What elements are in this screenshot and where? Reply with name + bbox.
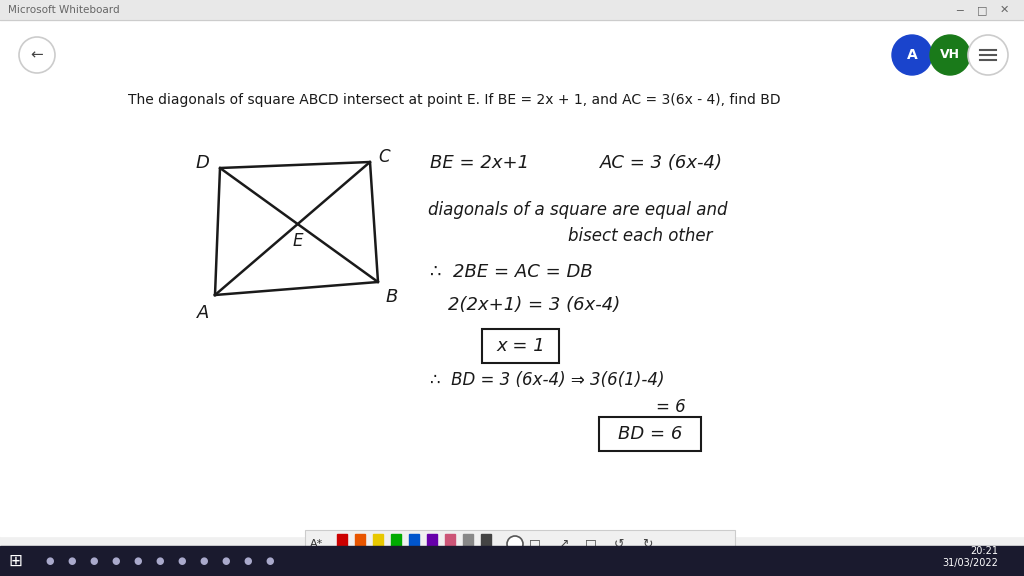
Circle shape — [892, 35, 932, 75]
Circle shape — [930, 35, 970, 75]
Bar — [391, 534, 401, 554]
Text: AC = 3 (6x-4): AC = 3 (6x-4) — [600, 154, 723, 172]
Text: ●: ● — [266, 556, 274, 566]
Text: ●: ● — [200, 556, 208, 566]
Text: ←: ← — [31, 47, 43, 63]
Bar — [409, 534, 419, 554]
Text: ●: ● — [178, 556, 186, 566]
Circle shape — [507, 536, 523, 552]
Text: diagonals of a square are equal and: diagonals of a square are equal and — [428, 201, 727, 219]
Text: ●: ● — [68, 556, 76, 566]
Text: ↺: ↺ — [613, 537, 625, 551]
Text: ●: ● — [112, 556, 120, 566]
Text: BD = 6: BD = 6 — [617, 425, 682, 443]
Text: C: C — [378, 148, 390, 166]
Text: ↻: ↻ — [642, 537, 652, 551]
Text: □: □ — [529, 537, 541, 551]
Bar — [337, 534, 347, 554]
Text: 2(2x+1) = 3 (6x-4): 2(2x+1) = 3 (6x-4) — [449, 296, 621, 314]
Text: A: A — [197, 304, 209, 322]
Circle shape — [19, 37, 55, 73]
Bar — [427, 534, 437, 554]
Text: □: □ — [977, 5, 987, 15]
Text: Microsoft Whiteboard: Microsoft Whiteboard — [8, 5, 120, 15]
Text: ✕: ✕ — [999, 5, 1009, 15]
Circle shape — [968, 35, 1008, 75]
Text: ─: ─ — [956, 5, 964, 15]
Text: The diagonals of square ABCD intersect at point E. If BE = 2x + 1, and AC = 3(6x: The diagonals of square ABCD intersect a… — [128, 93, 780, 107]
Text: BE = 2x+1: BE = 2x+1 — [430, 154, 529, 172]
Text: VH: VH — [940, 48, 961, 62]
Bar — [481, 534, 490, 554]
FancyBboxPatch shape — [482, 329, 559, 363]
Text: ●: ● — [46, 556, 54, 566]
Bar — [463, 534, 473, 554]
Text: 20:21
31/03/2022: 20:21 31/03/2022 — [942, 546, 998, 568]
Text: bisect each other: bisect each other — [568, 227, 713, 245]
Bar — [305, 530, 735, 558]
Text: ⊞: ⊞ — [8, 552, 22, 570]
Bar — [355, 534, 365, 554]
Bar — [0, 20, 1024, 536]
Text: ●: ● — [134, 556, 142, 566]
Text: ●: ● — [222, 556, 230, 566]
FancyBboxPatch shape — [599, 417, 701, 451]
Bar — [0, 0, 1024, 20]
Bar — [0, 546, 1024, 576]
Text: □: □ — [585, 537, 597, 551]
Text: ●: ● — [90, 556, 98, 566]
Text: ●: ● — [244, 556, 252, 566]
Text: A*: A* — [310, 539, 324, 549]
Text: = 6: = 6 — [656, 398, 686, 416]
Text: D: D — [195, 154, 209, 172]
Text: x = 1: x = 1 — [496, 337, 545, 355]
Text: ↗: ↗ — [558, 537, 568, 551]
Text: ∴  BD = 3 (6x-4) ⇒ 3(6(1)-4): ∴ BD = 3 (6x-4) ⇒ 3(6(1)-4) — [430, 371, 665, 389]
Bar — [445, 534, 455, 554]
Text: A: A — [906, 48, 918, 62]
Text: B: B — [386, 288, 398, 306]
Text: ∴  2BE = AC = DB: ∴ 2BE = AC = DB — [430, 263, 593, 281]
Bar — [373, 534, 383, 554]
Text: ●: ● — [156, 556, 164, 566]
Text: E: E — [292, 232, 303, 249]
